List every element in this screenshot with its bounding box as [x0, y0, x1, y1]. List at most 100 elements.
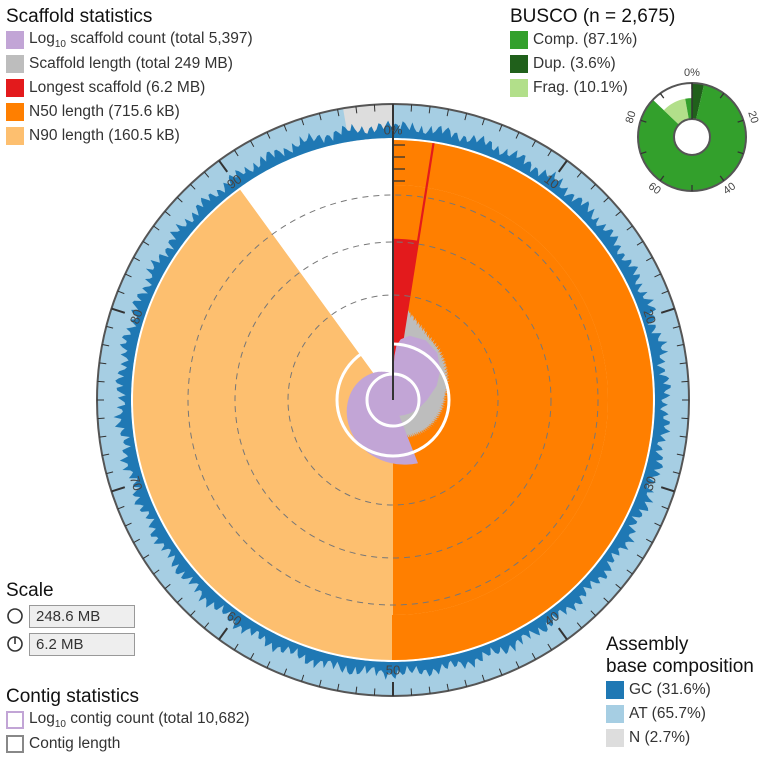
- ring-tick: [249, 653, 255, 660]
- busco-tick: [640, 119, 647, 123]
- ring-tick: [233, 149, 239, 157]
- ring-tick: [547, 643, 553, 651]
- legend-label: N90 length (160.5 kB): [29, 127, 180, 144]
- ring-tick-label: 50: [386, 663, 400, 678]
- post-n90-region: [240, 140, 393, 400]
- busco-tick: [659, 175, 665, 182]
- ring-tick: [190, 610, 196, 617]
- ring-tick: [646, 256, 653, 262]
- ring-tick: [679, 362, 687, 365]
- ring-tick: [218, 159, 229, 173]
- legend-item: N90 length (160.5 kB): [6, 124, 253, 148]
- ring-tick: [615, 210, 622, 217]
- scale-total-value: 248.6 MB: [29, 604, 135, 628]
- busco-legend: BUSCO (n = 2,675) Comp. (87.1%) Dup. (3.6…: [510, 6, 675, 100]
- legend-label: Comp. (87.1%): [533, 31, 638, 48]
- ring-tick: [547, 149, 553, 157]
- ring-tick: [557, 159, 568, 173]
- legend-item: N50 length (715.6 kB): [6, 100, 253, 124]
- ring-tick: [576, 622, 583, 629]
- ring-tick: [646, 538, 653, 544]
- legend-swatch: [606, 705, 624, 723]
- contig-statistics-legend: Contig statistics Log10 contig count (to…: [6, 686, 250, 756]
- ring-tick: [672, 325, 680, 329]
- busco-tick-label: 0%: [684, 67, 700, 79]
- ring-tick: [106, 325, 114, 329]
- ring-tick: [679, 435, 687, 438]
- legend-label: AT (65.7%): [629, 705, 706, 722]
- ring-tick: [337, 683, 340, 691]
- legend-item: Dup. (3.6%): [510, 52, 675, 76]
- scale-gridline-0: [287, 294, 499, 506]
- legend-item: Scaffold length (total 249 MB): [6, 52, 253, 76]
- legend-swatch: [6, 31, 24, 49]
- ring-tick: [590, 183, 596, 190]
- ring-tick: [203, 622, 210, 629]
- ring-tick: [117, 505, 125, 510]
- scale-title: Scale: [6, 580, 54, 601]
- legend-label: N (2.7%): [629, 729, 691, 746]
- busco-tick-label: 80: [624, 110, 639, 125]
- ring-tick: [428, 106, 431, 114]
- ring-tick: [124, 522, 132, 527]
- ring-tick-label: 0%: [384, 123, 403, 138]
- ring-tick: [464, 679, 468, 687]
- ring-tick-label: 40: [541, 608, 562, 629]
- ring-tick: [446, 109, 449, 117]
- legend-swatch: [6, 735, 24, 753]
- busco-tick-label: 20: [745, 110, 760, 125]
- busco-tick: [737, 119, 744, 123]
- ring-tick: [283, 668, 288, 676]
- legend-swatch: [606, 681, 624, 699]
- composition-title-line1: Assembly: [606, 634, 689, 655]
- ring-tick: [283, 124, 288, 132]
- scaffold-statistics-legend: Scaffold statistics Log10 scaffold count…: [6, 6, 253, 148]
- busco-complete-segment: [638, 84, 746, 191]
- ring-tick: [117, 290, 125, 295]
- ring-tick: [164, 583, 171, 590]
- ring-tick: [318, 679, 322, 687]
- legend-swatch: [510, 79, 528, 97]
- n50-region: [393, 185, 608, 615]
- busco-remaining-segment: [685, 98, 692, 120]
- ring-tick: [557, 627, 568, 641]
- ring-tick: [672, 471, 680, 475]
- legend-swatch: [6, 711, 24, 729]
- ring-tick: [142, 554, 150, 560]
- legend-swatch: [606, 729, 624, 747]
- ring-tick: [636, 240, 644, 246]
- busco-duplicated-segment: [692, 82, 705, 120]
- ring-tick: [531, 653, 537, 660]
- legend-label: Longest scaffold (6.2 MB): [29, 79, 206, 96]
- legend-label: Frag. (10.1%): [533, 79, 628, 96]
- ring-tick: [106, 471, 114, 475]
- ring-tick: [266, 131, 271, 139]
- scale-longest-value: 6.2 MB: [29, 632, 135, 656]
- ring-tick-label: 20: [640, 307, 659, 325]
- contig-statistics-title: Contig statistics: [6, 686, 140, 707]
- ring-tick-label: 90: [224, 171, 245, 192]
- ring-tick: [111, 307, 126, 314]
- ring-tick: [301, 118, 305, 126]
- ring-tick: [428, 686, 431, 694]
- ring-tick: [661, 290, 669, 295]
- ring-tick: [203, 171, 210, 178]
- ring-tick: [676, 453, 684, 456]
- legend-item: AT (65.7%): [606, 702, 754, 726]
- ring-tick: [615, 583, 622, 590]
- legend-swatch: [6, 103, 24, 121]
- full-circle-scale-icon: [7, 608, 23, 624]
- ring-tick: [99, 362, 107, 365]
- legend-item: Log10 scaffold count (total 5,397): [6, 28, 253, 52]
- legend-swatch: [6, 55, 24, 73]
- scale-gridline-2: [187, 194, 599, 606]
- busco-tick-label: 60: [646, 180, 663, 197]
- ring-tick: [498, 668, 503, 676]
- ring-tick: [218, 627, 229, 641]
- busco-title: BUSCO (n = 2,675): [510, 6, 676, 27]
- busco-tick: [719, 175, 725, 182]
- busco-inner-ring: [673, 118, 711, 156]
- scaffold-count-spiral: [346, 335, 441, 465]
- ring-tick: [654, 273, 662, 278]
- ring-tick: [590, 610, 596, 617]
